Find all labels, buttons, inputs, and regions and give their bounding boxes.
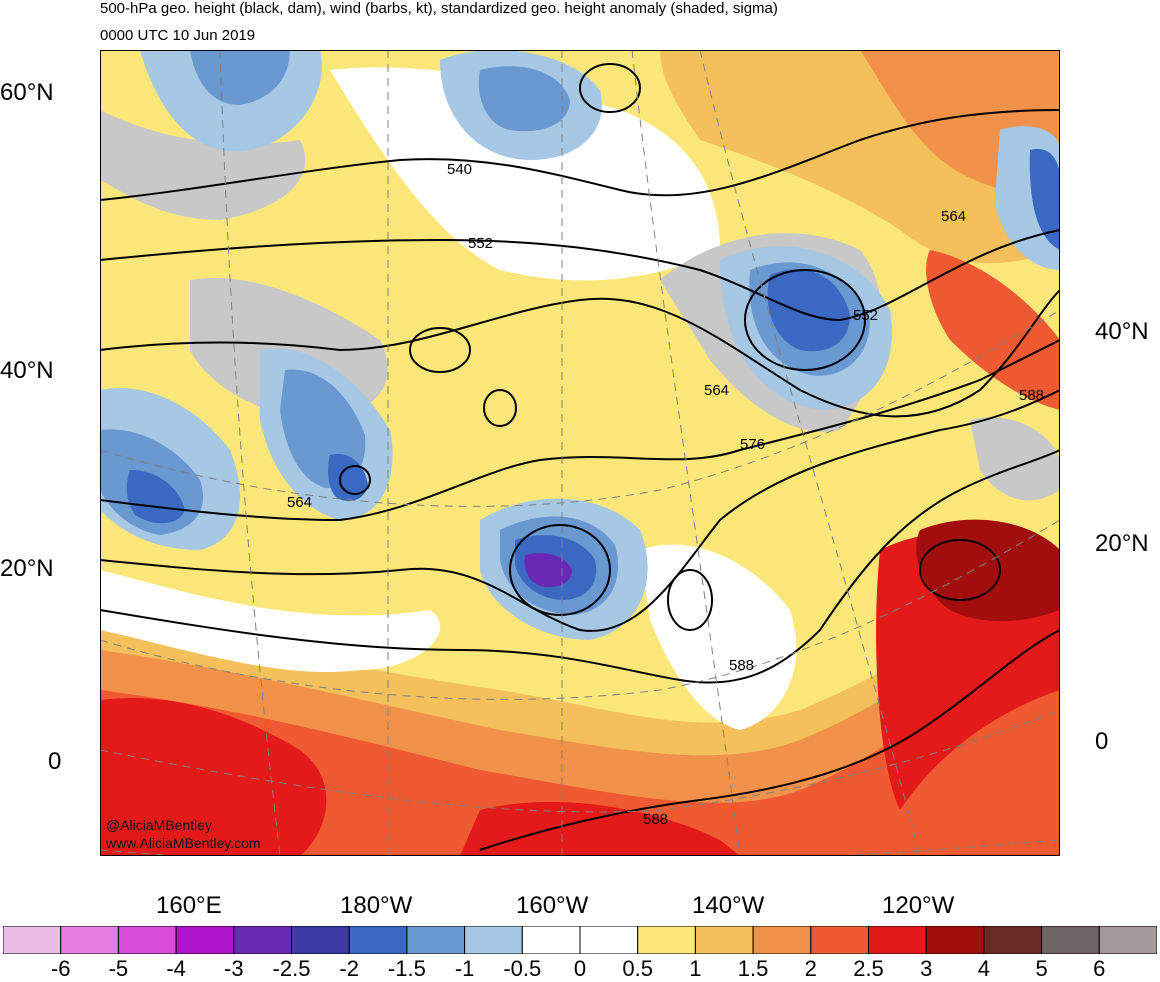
anomaly-shading-grey-nw xyxy=(100,110,306,220)
anomaly-shading-blue-w-inner xyxy=(126,470,185,524)
colorbar-tick-label: 2.5 xyxy=(853,956,884,981)
colorbar-swatch xyxy=(752,926,812,954)
lon-label-120w: 120°W xyxy=(882,892,955,919)
colorbar-swatch xyxy=(175,926,235,954)
graticule xyxy=(100,50,1060,856)
lon-label-140w: 140°W xyxy=(692,892,765,919)
colorbar-swatch xyxy=(60,926,119,954)
colorbar-swatch xyxy=(868,926,927,954)
colorbar-tick-label: -0.5 xyxy=(503,956,542,981)
colorbar-tick-label: -3 xyxy=(224,956,244,981)
lon-label-180w: 180°W xyxy=(340,892,413,919)
colorbar-swatch xyxy=(579,926,639,954)
colorbar-swatch xyxy=(1041,926,1100,954)
contour-label: 576 xyxy=(740,436,766,453)
colorbar-tick-label: 6 xyxy=(1093,956,1106,981)
lon-label-160w: 160°W xyxy=(516,892,589,919)
colorbar-swatch xyxy=(464,926,523,954)
anomaly-shading-blue-n-core xyxy=(478,66,570,132)
colorbar-tick-label: -4 xyxy=(166,956,186,981)
colorbar-tick-label: -5 xyxy=(108,956,129,981)
anomaly-shading-grey-e xyxy=(970,417,1060,501)
anomaly-shading-darkred xyxy=(916,519,1060,622)
colorbar-swatch xyxy=(637,926,696,954)
colorbar-swatch xyxy=(233,926,293,954)
colorbar-tick-label: 0 xyxy=(573,956,587,981)
anomaly-shading-blue-nw-core xyxy=(190,50,290,105)
colorbar-swatch xyxy=(291,926,350,954)
anomaly-shading-red-orange xyxy=(100,630,1060,856)
credit-handle: @AliciaMBentley xyxy=(106,817,213,833)
colorbar-tick-label: 0.5 xyxy=(622,956,653,981)
colorbar-tick-label: -2.5 xyxy=(272,956,311,981)
colorbar xyxy=(3,926,1157,954)
colorbar-tick-label: -1 xyxy=(454,956,475,981)
contour-label: 564 xyxy=(287,494,313,511)
contour-label: 588 xyxy=(729,657,755,674)
contour-label: 564 xyxy=(941,208,967,225)
colorbar-swatch xyxy=(348,926,408,954)
colorbar-tick-label: 5 xyxy=(1035,956,1048,981)
anomaly-shading-white-c xyxy=(640,544,797,730)
contour-label: 564 xyxy=(704,382,730,399)
lat-label-20n: 20°N xyxy=(0,555,54,582)
contour-label: 588 xyxy=(1019,387,1045,404)
lat-label-60n: 60°N xyxy=(0,79,54,106)
contour-label: 540 xyxy=(447,161,473,178)
contour-label: 552 xyxy=(468,235,494,252)
lat-label-0: 0 xyxy=(48,748,62,775)
anomaly-shading-east-red xyxy=(926,250,1060,410)
colorbar-swatch xyxy=(3,926,62,954)
colorbar-swatch xyxy=(521,926,581,954)
credit-website: www.AliciaMBentley.com xyxy=(106,835,261,851)
anomaly-shading-red-sw xyxy=(100,698,327,856)
colorbar-tick-label: 1.5 xyxy=(737,956,769,981)
map-border xyxy=(100,50,1060,856)
colorbar-swatch xyxy=(810,926,869,954)
anomaly-shading-red-s xyxy=(460,801,740,856)
lat-label-0-right: 0 xyxy=(1095,728,1109,755)
anomaly-shading-blue-far-ne-core xyxy=(1029,149,1060,250)
anomaly-shading-blue-s-inner xyxy=(524,553,572,588)
colorbar-tick-label: -2 xyxy=(339,956,359,981)
map-title: 500-hPa geo. height (black, dam), wind (… xyxy=(100,0,778,17)
colorbar-tick-label: 3 xyxy=(920,956,933,981)
lat-label-20n-right: 20°N xyxy=(1095,530,1149,557)
valid-time: 0000 UTC 10 Jun 2019 xyxy=(100,27,256,44)
height-contours xyxy=(100,63,1060,851)
colorbar-swatch xyxy=(406,926,466,954)
colorbar-tick-label: 2 xyxy=(804,956,817,981)
contour-label: 588 xyxy=(643,811,669,828)
anomaly-shading-white-w xyxy=(100,570,441,672)
colorbar-tick-label: 1 xyxy=(689,956,702,981)
colorbar-swatch xyxy=(983,926,1043,954)
colorbar-swatch xyxy=(925,926,985,954)
contour-label: 552 xyxy=(853,307,879,324)
colorbar-swatch xyxy=(1098,926,1157,954)
anomaly-shading-blue-ne-low-core xyxy=(767,269,850,352)
colorbar-tick-label: -6 xyxy=(50,956,71,981)
colorbar-swatch xyxy=(117,926,177,954)
lon-label-160e: 160°E xyxy=(156,892,222,919)
colorbar-swatch xyxy=(694,926,754,954)
colorbar-tick-label: 4 xyxy=(977,956,991,981)
anomaly-map xyxy=(100,50,1060,856)
lat-label-40n: 40°N xyxy=(0,357,54,384)
anomaly-shading-white-n xyxy=(330,67,720,281)
lat-label-40n-right: 40°N xyxy=(1095,318,1149,345)
colorbar-tick-label: -1.5 xyxy=(387,956,426,981)
